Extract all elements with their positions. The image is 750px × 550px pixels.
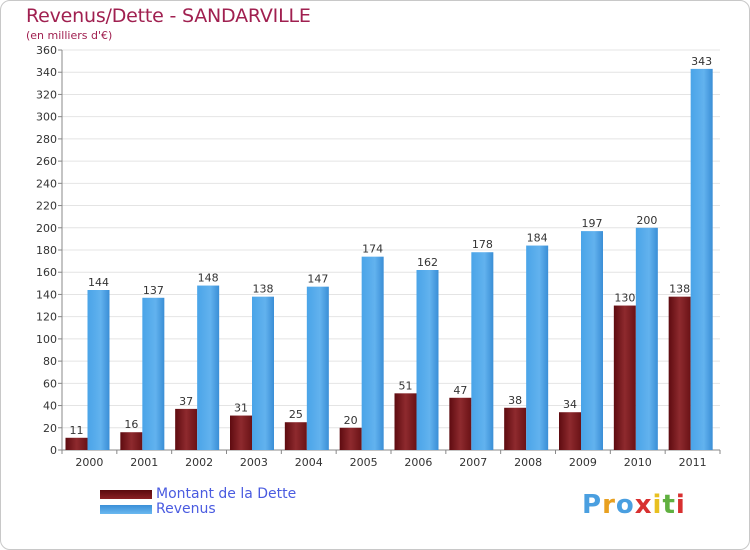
bar-dette-2000 — [65, 437, 88, 450]
label-dette-2000: 11 — [70, 424, 84, 437]
bar-revenus-2003 — [252, 296, 274, 450]
x-tick-label-2010: 2010 — [624, 456, 652, 469]
y-tick-label: 20 — [43, 422, 57, 435]
label-revenus-2002: 148 — [198, 272, 219, 285]
bar-dette-2010 — [613, 305, 636, 450]
y-tick-label: 280 — [36, 133, 57, 146]
y-tick-label: 0 — [50, 444, 57, 457]
label-dette-2003: 31 — [234, 402, 248, 415]
label-dette-2005: 20 — [344, 414, 358, 427]
y-tick-label: 240 — [36, 177, 57, 190]
logo-letter: o — [615, 490, 635, 520]
bar-revenus-2008 — [526, 245, 549, 450]
y-tick-label: 100 — [36, 333, 57, 346]
logo-letter: x — [634, 490, 653, 520]
y-tick-label: 80 — [43, 355, 57, 368]
label-dette-2011: 138 — [669, 283, 690, 296]
label-revenus-2005: 174 — [362, 243, 383, 256]
y-tick-label: 40 — [43, 400, 57, 413]
x-tick-label-2004: 2004 — [295, 456, 323, 469]
bar-dette-2001 — [120, 432, 143, 450]
bar-revenus-2011 — [690, 68, 713, 450]
bar-dette-2005 — [339, 427, 362, 450]
bar-dette-2002 — [175, 408, 198, 450]
x-tick-label-2007: 2007 — [459, 456, 487, 469]
bar-dette-2004 — [284, 422, 307, 450]
bar-revenus-2004 — [306, 286, 329, 450]
x-tick-label-2005: 2005 — [350, 456, 378, 469]
label-revenus-2011: 343 — [691, 55, 712, 68]
bar-dette-2009 — [559, 412, 581, 450]
bar-revenus-2005 — [361, 256, 384, 450]
bar-revenus-2006 — [416, 270, 439, 450]
bar-revenus-2002 — [197, 285, 220, 450]
bar-revenus-2010 — [635, 227, 658, 450]
label-dette-2001: 16 — [124, 418, 138, 431]
bar-dette-2003 — [230, 415, 252, 450]
legend-label-revenus: Revenus — [156, 501, 216, 517]
x-tick-label-2001: 2001 — [130, 456, 158, 469]
bar-dette-2006 — [394, 393, 417, 450]
label-revenus-2004: 147 — [307, 273, 328, 286]
x-tick-label-2006: 2006 — [404, 456, 432, 469]
legend-label-dette: Montant de la Dette — [156, 486, 297, 502]
x-tick-label-2002: 2002 — [185, 456, 213, 469]
bar-revenus-2007 — [471, 252, 494, 450]
x-tick-label-2009: 2009 — [569, 456, 597, 469]
legend-swatch-dette — [100, 489, 152, 499]
x-tick-label-2003: 2003 — [240, 456, 268, 469]
logo-letter: t — [662, 490, 676, 520]
logo-letter: i — [652, 490, 663, 520]
label-dette-2010: 130 — [614, 292, 635, 305]
x-tick-label-2008: 2008 — [514, 456, 542, 469]
y-tick-label: 140 — [36, 288, 57, 301]
label-revenus-2007: 178 — [472, 238, 493, 251]
label-dette-2004: 25 — [289, 408, 303, 421]
y-tick-label: 300 — [36, 111, 57, 124]
y-tick-label: 200 — [36, 222, 57, 235]
bar-revenus-2000 — [87, 290, 110, 450]
proxiti-logo: Proxiti — [582, 490, 686, 520]
bar-dette-2007 — [449, 397, 472, 450]
label-revenus-2003: 138 — [253, 283, 274, 296]
label-revenus-2000: 144 — [88, 276, 109, 289]
label-dette-2006: 51 — [399, 379, 413, 392]
y-tick-label: 340 — [36, 66, 57, 79]
label-revenus-2010: 200 — [636, 214, 657, 227]
x-tick-label-2011: 2011 — [679, 456, 707, 469]
legend-item-revenus: Revenus — [100, 501, 216, 517]
bar-revenus-2009 — [581, 231, 603, 450]
x-tick-label-2000: 2000 — [75, 456, 103, 469]
bar-dette-2008 — [504, 407, 527, 450]
label-revenus-2006: 162 — [417, 256, 438, 269]
y-tick-label: 60 — [43, 377, 57, 390]
legend-item-dette: Montant de la Dette — [100, 486, 296, 502]
label-dette-2008: 38 — [508, 394, 522, 407]
label-revenus-2001: 137 — [143, 284, 164, 297]
label-revenus-2009: 197 — [582, 217, 603, 230]
y-tick-label: 160 — [36, 266, 57, 279]
logo-letter: i — [675, 490, 686, 520]
label-dette-2009: 34 — [563, 398, 577, 411]
chart-subtitle: (en milliers d'€) — [26, 29, 113, 42]
y-tick-label: 260 — [36, 155, 57, 168]
chart-title: Revenus/Dette - SANDARVILLE — [26, 5, 311, 27]
bar-revenus-2001 — [142, 297, 165, 450]
bar-dette-2011 — [668, 296, 691, 450]
label-dette-2007: 47 — [453, 384, 467, 397]
logo-letter: P — [582, 490, 603, 520]
y-tick-label: 220 — [36, 200, 57, 213]
logo-letter: r — [602, 490, 616, 520]
y-tick-label: 180 — [36, 244, 57, 257]
label-revenus-2008: 184 — [527, 232, 548, 245]
y-tick-label: 360 — [36, 44, 57, 57]
y-tick-label: 320 — [36, 88, 57, 101]
y-tick-label: 120 — [36, 311, 57, 324]
legend-swatch-revenus — [100, 504, 152, 514]
label-dette-2002: 37 — [179, 395, 193, 408]
